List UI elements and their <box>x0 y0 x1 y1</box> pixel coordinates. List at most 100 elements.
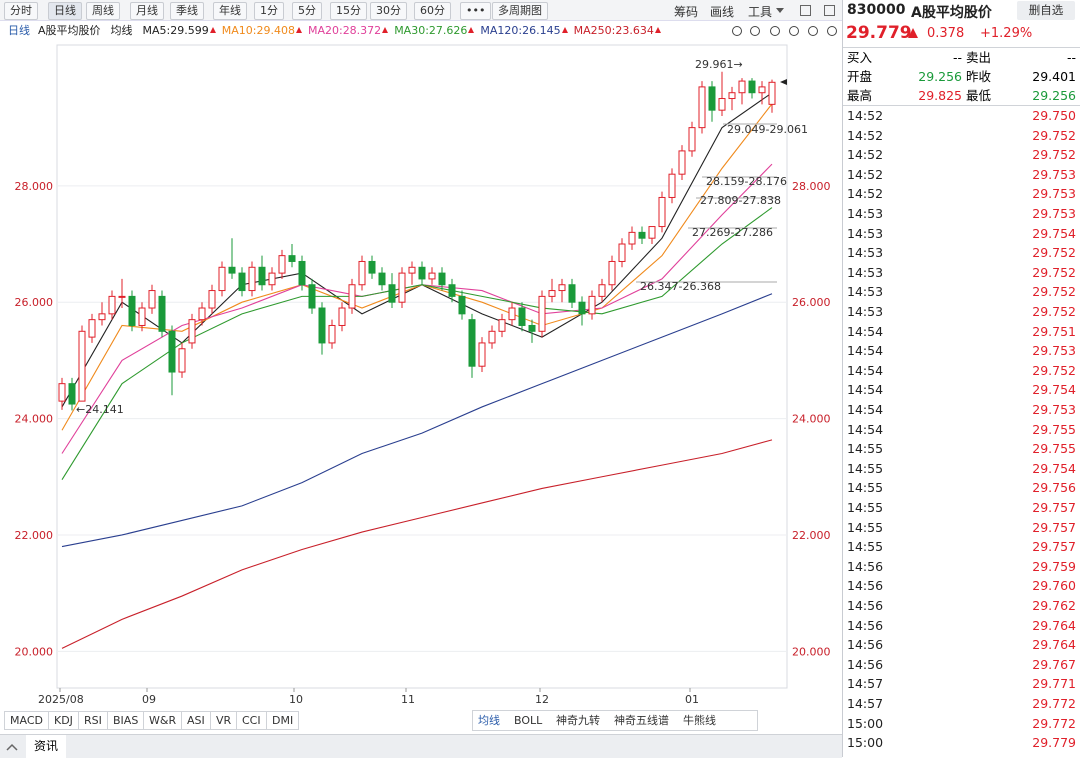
chart-tool[interactable] <box>770 26 780 36</box>
chart-tool[interactable] <box>827 26 837 36</box>
candle-body <box>228 266 236 274</box>
period-button[interactable]: 5分 <box>292 2 322 20</box>
period-label: 日线 <box>8 24 30 37</box>
quote-label: 最高 <box>847 88 873 103</box>
candle-body <box>58 383 66 402</box>
tick-time: 14:55 <box>847 519 884 535</box>
toolbar: 分时 日线 周线 月线 季线 年线 1分 5分 15分 30分 60分 ••• 多周期图 筹码 画线 工具 <box>0 0 842 21</box>
indicator-tab[interactable]: MACD <box>4 711 49 730</box>
icon-button[interactable] <box>824 5 835 16</box>
tick-time: 14:56 <box>847 617 884 633</box>
period-button[interactable]: 季线 <box>170 2 204 20</box>
indicator-tab[interactable]: DMI <box>266 711 300 730</box>
chart-tool[interactable] <box>808 26 818 36</box>
tick-price: 29.752 <box>1032 127 1076 143</box>
candle-body <box>438 272 446 286</box>
period-button[interactable]: 日线 <box>48 2 82 20</box>
overlay-tab[interactable]: 均线 <box>472 711 506 730</box>
tick-price: 29.751 <box>1032 323 1076 339</box>
indicator-tab[interactable]: KDJ <box>48 711 79 730</box>
tick-price: 29.754 <box>1032 382 1076 398</box>
candle-body <box>528 324 536 332</box>
tick-price: 29.752 <box>1032 284 1076 300</box>
tick-time: 14:55 <box>847 500 884 515</box>
price-change: 0.378 <box>927 26 965 41</box>
y-tick-label: 28.000 <box>15 180 54 193</box>
y-tick-label: 26.000 <box>792 296 831 309</box>
info-bar: 日线 A股平均股价 均线 MA5:29.599 MA10:29.408 MA20:28.3… <box>0 21 842 40</box>
tick-price: 29.752 <box>1032 245 1076 261</box>
candle-body <box>608 260 616 286</box>
icon-button[interactable] <box>800 5 811 16</box>
tick-price: 29.753 <box>1032 343 1076 359</box>
period-button[interactable]: 30分 <box>370 2 407 20</box>
tick-time: 14:53 <box>847 225 884 241</box>
tool-button[interactable]: 工具 <box>748 5 773 19</box>
period-button[interactable]: 周线 <box>86 2 120 20</box>
candle-body <box>478 342 486 367</box>
ma-legend: MA120:26.145 <box>480 24 561 37</box>
period-button[interactable]: 月线 <box>130 2 164 20</box>
overlay-tab[interactable]: 牛熊线 <box>677 711 722 730</box>
tick-price: 29.772 <box>1032 715 1076 731</box>
tick-time: 14:53 <box>847 206 884 221</box>
candle-body <box>258 266 266 286</box>
price-annotation: 26.347-26.368 <box>640 280 721 293</box>
candle-body <box>358 260 366 286</box>
indicator-tab[interactable]: VR <box>210 711 238 730</box>
tick-price: 29.752 <box>1032 147 1076 163</box>
period-button[interactable]: 60分 <box>414 2 451 20</box>
tick-price: 29.753 <box>1032 402 1076 417</box>
period-button[interactable]: 年线 <box>213 2 247 20</box>
ma-title: 均线 <box>110 24 133 37</box>
chart-tool[interactable] <box>789 26 799 36</box>
tick-price: 29.753 <box>1032 206 1076 221</box>
indicator-tab[interactable]: BIAS <box>107 711 145 730</box>
x-tick-label: 12 <box>535 693 549 706</box>
tick-price: 29.750 <box>1032 108 1076 123</box>
candle-body <box>88 319 96 338</box>
period-button[interactable]: 1分 <box>254 2 284 20</box>
candle-body <box>68 383 76 405</box>
candle-body <box>548 290 556 297</box>
period-button[interactable]: 多周期图 <box>492 2 548 20</box>
period-button[interactable]: 分时 <box>4 2 38 20</box>
stock-name: A股平均股价 <box>38 24 101 37</box>
news-tab[interactable]: 资讯 <box>26 735 66 758</box>
chart-tool[interactable] <box>750 26 760 36</box>
candle-body <box>558 284 566 292</box>
candle-body <box>308 284 316 309</box>
tick-price: 29.754 <box>1032 225 1076 241</box>
overlay-tab[interactable]: 神奇五线谱 <box>608 711 675 730</box>
candle-body <box>128 295 136 326</box>
candle-body <box>78 330 86 402</box>
quote-label: 昨收 <box>966 69 992 84</box>
up-arrow <box>295 27 302 33</box>
x-tick-label: 11 <box>401 693 415 706</box>
candle-body <box>718 98 726 111</box>
price-annotation: 27.269-27.286 <box>692 226 773 239</box>
overlay-tab[interactable]: BOLL <box>508 711 549 730</box>
chart-tool[interactable] <box>732 26 742 36</box>
remove-watch-button[interactable]: 删自选 <box>1017 1 1075 20</box>
period-button[interactable]: ••• <box>460 2 492 20</box>
tool-button[interactable]: 筹码 <box>674 5 699 19</box>
candle-body <box>568 284 576 303</box>
tool-button[interactable]: 画线 <box>710 5 735 19</box>
period-button[interactable]: 15分 <box>330 2 367 20</box>
tick-price: 29.764 <box>1032 617 1076 633</box>
candle-body <box>448 284 456 297</box>
candle-body <box>488 330 496 344</box>
indicator-tab[interactable]: ASI <box>181 711 211 730</box>
candle-body <box>408 266 416 274</box>
x-tick-label: 01 <box>685 693 699 706</box>
expand-icon[interactable] <box>6 742 18 752</box>
tick-time: 14:54 <box>847 343 884 359</box>
candle-body <box>578 301 586 315</box>
indicator-tab[interactable]: RSI <box>78 711 108 730</box>
candle-body <box>758 86 766 94</box>
overlay-tab[interactable]: 神奇九转 <box>550 711 606 730</box>
change-percent: +1.29% <box>980 26 1033 41</box>
indicator-tab[interactable]: W&R <box>143 711 183 730</box>
indicator-tab[interactable]: CCI <box>236 711 267 730</box>
